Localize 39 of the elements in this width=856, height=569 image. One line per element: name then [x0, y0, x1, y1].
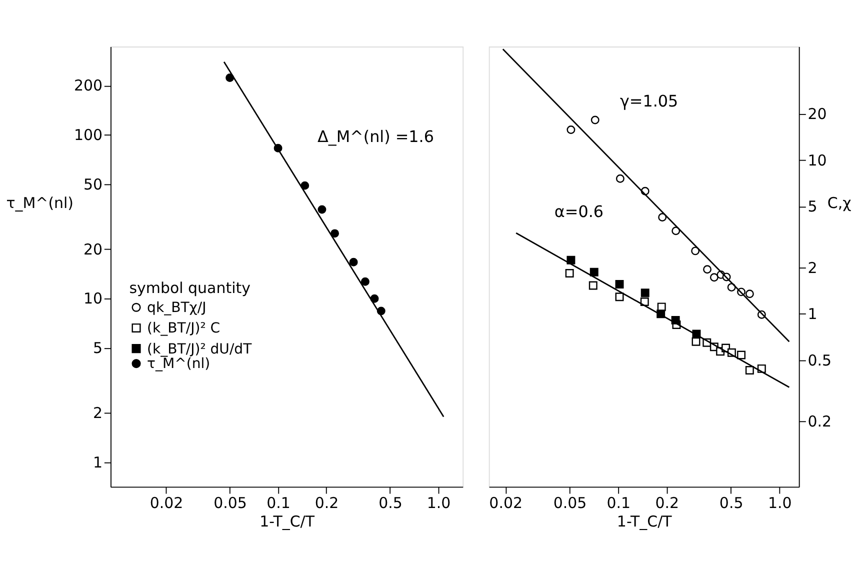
x-tick-label: 0.2: [655, 494, 680, 512]
y-axis-title: C,χ: [827, 194, 852, 212]
y-tick-label: 20: [83, 240, 103, 258]
legend-label: τ_M^(nl): [147, 356, 210, 372]
y-tick-label: 0.5: [808, 351, 832, 370]
y-tick-label: 10: [83, 290, 103, 308]
y-tick-label: 2: [93, 404, 103, 422]
y-axis-title: τ_M^(nl): [6, 194, 74, 212]
legend-title: symbol quantity: [129, 278, 251, 297]
x-tick-label: 0.5: [378, 494, 402, 512]
legend-label: (k_BT/J)² C: [147, 320, 220, 337]
y-tick-label: 5: [808, 198, 818, 216]
annotation: α=0.6: [554, 202, 604, 221]
y-tick-label: 1: [93, 454, 103, 472]
x-tick-label: 0.02: [150, 494, 184, 512]
y-tick-label: 20: [808, 105, 827, 124]
y-tick-label: 0.2: [808, 412, 832, 430]
x-axis-title: 1-T_C/T: [260, 512, 316, 531]
annotation: Δ_M^(nl) =1.6: [317, 127, 434, 146]
y-tick-label: 200: [74, 76, 103, 95]
y-tick-label: 10: [808, 151, 827, 170]
y-tick-label: 2: [808, 258, 818, 277]
x-tick-label: 0.02: [489, 494, 523, 512]
x-tick-label: 0.5: [719, 494, 744, 512]
legend-label: (k_BT/J)² dU/dT: [147, 341, 252, 358]
y-tick-label: 1: [808, 305, 818, 324]
x-tick-label: 0.1: [266, 494, 290, 512]
legend-label: qk_BTχ/J: [147, 300, 206, 316]
x-tick-label: 1.0: [426, 494, 451, 512]
x-axis-title: 1-T_C/T: [616, 512, 673, 531]
annotation: γ=1.05: [620, 91, 678, 110]
x-tick-label: 0.05: [553, 494, 587, 512]
x-tick-label: 1.0: [768, 494, 792, 512]
y-tick-label: 5: [93, 339, 103, 358]
x-tick-label: 0.2: [314, 494, 339, 512]
x-tick-label: 0.05: [214, 494, 247, 512]
y-tick-label: 50: [83, 175, 103, 194]
y-tick-label: 100: [74, 126, 103, 144]
x-tick-label: 0.1: [606, 494, 630, 512]
